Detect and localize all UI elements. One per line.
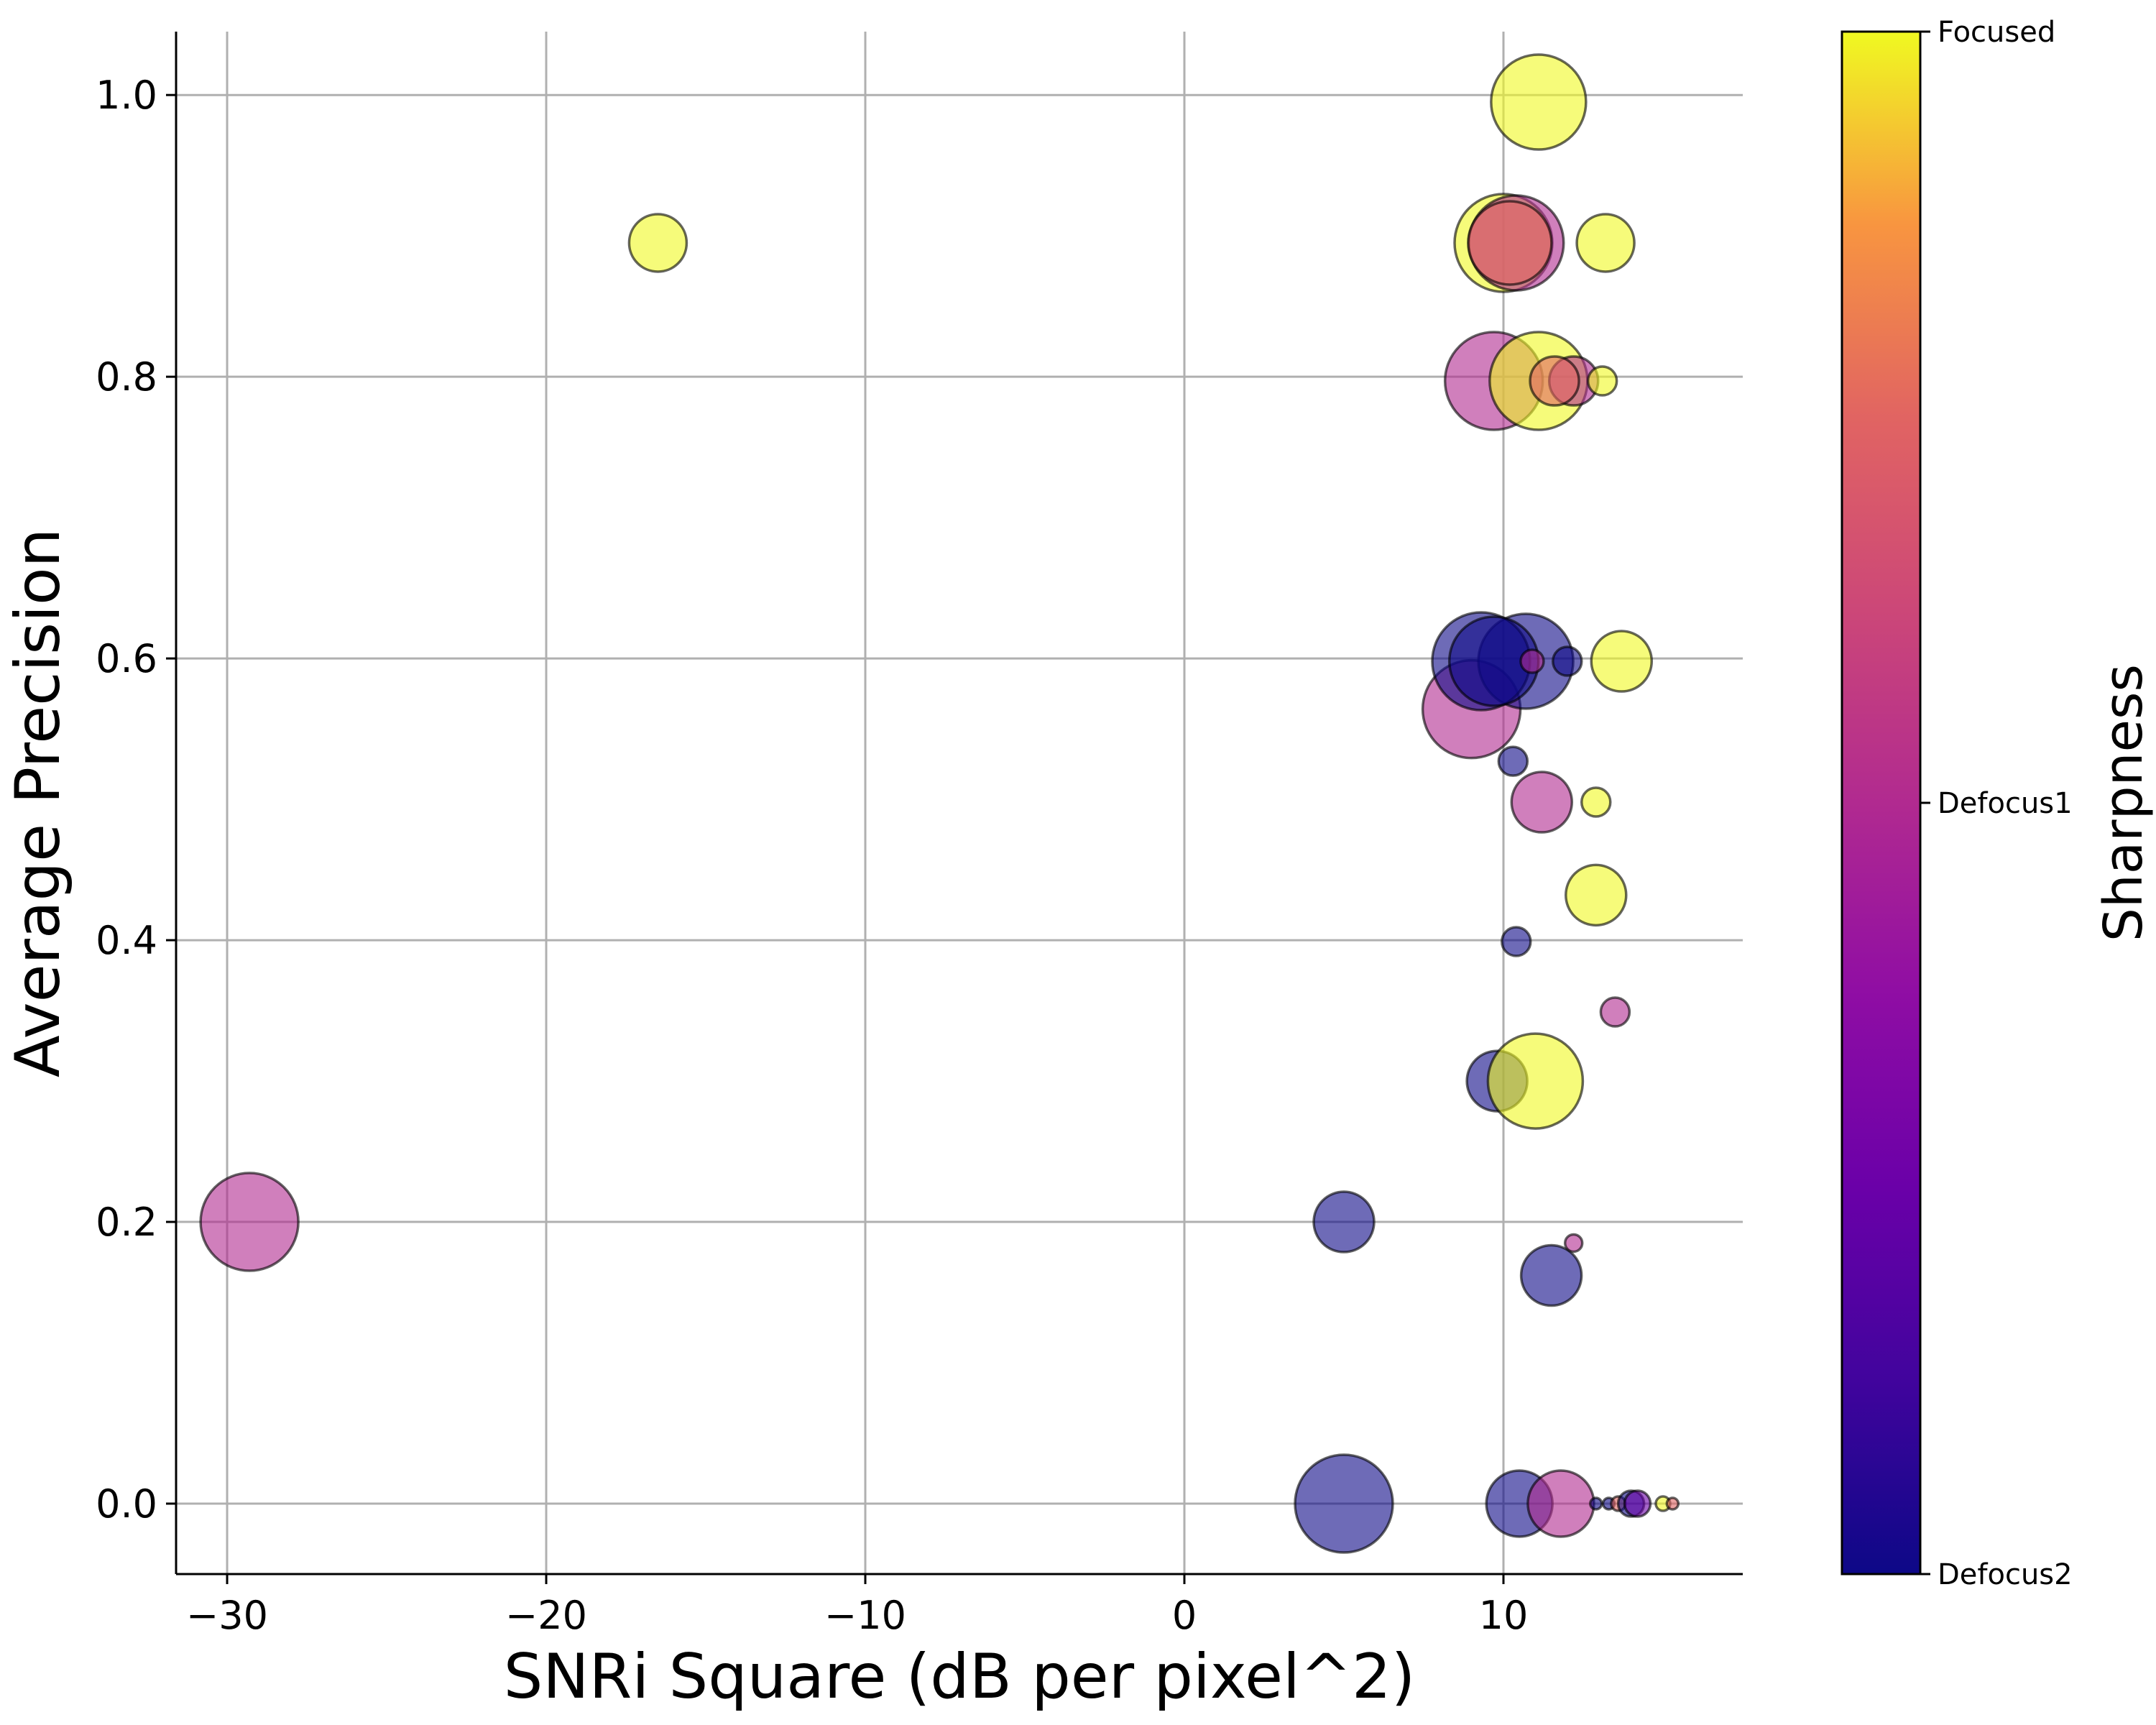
data-point (1519, 1243, 1583, 1307)
data-point (1501, 926, 1532, 957)
data-point (1526, 1469, 1595, 1538)
data-point (1575, 213, 1636, 273)
data-point (1294, 1453, 1394, 1554)
x-tick-label: −10 (824, 1593, 906, 1638)
data-point (1665, 1496, 1680, 1511)
data-point (1565, 863, 1628, 927)
data-point (1490, 53, 1588, 151)
data-point (1590, 630, 1654, 693)
y-axis-title: Average Precision (2, 528, 74, 1077)
colorbar-tick-label: Defocus2 (1938, 1558, 2073, 1591)
data-point (1589, 1496, 1603, 1511)
y-tick-label: 0.2 (96, 1200, 157, 1245)
y-tick-label: 0.6 (96, 636, 157, 681)
data-point (1586, 365, 1618, 397)
data-points (199, 53, 1680, 1554)
plot-axes (175, 32, 1743, 1576)
y-tick-label: 0.0 (96, 1481, 157, 1527)
data-point (1599, 996, 1631, 1028)
data-point (1467, 200, 1553, 286)
colorbar-tick-label: Defocus1 (1938, 787, 2073, 820)
x-axis-title: SNRi Square (dB per pixel^2) (504, 1641, 1416, 1713)
data-point (627, 213, 688, 273)
data-point (1519, 648, 1545, 674)
data-point (1312, 1190, 1376, 1254)
y-tick-label: 0.4 (96, 918, 157, 963)
data-point (1529, 355, 1580, 407)
x-tick-label: 10 (1479, 1593, 1529, 1638)
colorbar-title: Sharpness (2093, 664, 2155, 942)
data-point (1580, 786, 1612, 818)
x-tick-label: 0 (1172, 1593, 1197, 1638)
x-tick-label: −20 (505, 1593, 587, 1638)
y-tick-label: 1.0 (96, 73, 157, 118)
data-point (1497, 745, 1529, 777)
data-point (1510, 770, 1574, 834)
colorbar-tick-label: Focused (1938, 16, 2055, 49)
data-point (1623, 1489, 1652, 1518)
data-point (1563, 1233, 1584, 1254)
data-point (1552, 645, 1583, 677)
colorbar: Defocus2 Defocus1 Focused (1841, 16, 2073, 1591)
colorbar-gradient (1841, 30, 1922, 1576)
tick-labels: −30 −20 −10 0 10 0.0 0.2 0.4 0.6 0.8 1.0 (96, 73, 1528, 1638)
x-tick-label: −30 (186, 1593, 268, 1638)
data-point (1486, 1032, 1585, 1130)
y-tick-label: 0.8 (96, 354, 157, 400)
data-point (199, 1172, 300, 1272)
